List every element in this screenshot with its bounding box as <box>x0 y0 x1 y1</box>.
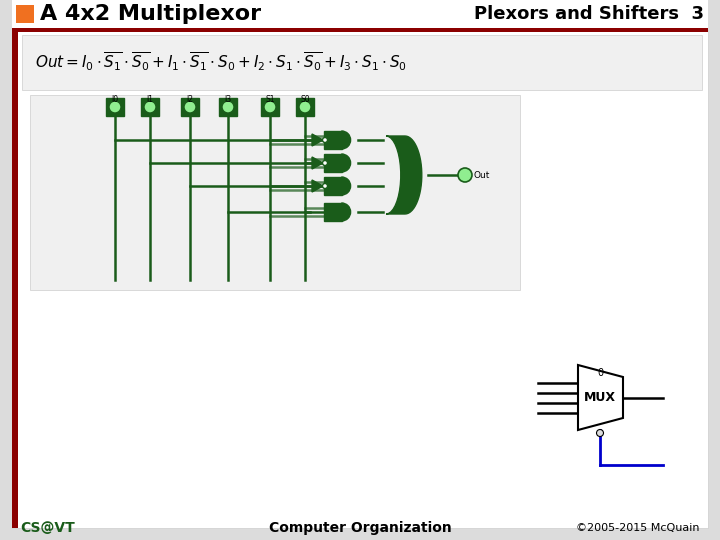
Bar <box>324 177 341 195</box>
Text: Plexors and Shifters  3: Plexors and Shifters 3 <box>474 5 704 23</box>
Circle shape <box>109 101 121 113</box>
Circle shape <box>299 101 311 113</box>
Bar <box>219 98 237 116</box>
Text: I1: I1 <box>146 95 153 104</box>
Circle shape <box>222 101 234 113</box>
Bar <box>181 98 199 116</box>
Bar <box>30 95 520 290</box>
Bar <box>324 203 341 221</box>
Polygon shape <box>312 180 323 192</box>
Circle shape <box>323 138 328 143</box>
Polygon shape <box>312 157 323 169</box>
Bar <box>324 154 341 172</box>
Bar <box>12 28 708 32</box>
Text: S0: S0 <box>300 95 310 104</box>
Text: CS@VT: CS@VT <box>20 521 75 535</box>
Circle shape <box>184 101 196 113</box>
PathPatch shape <box>386 136 422 214</box>
Text: MUX: MUX <box>584 391 616 404</box>
Wedge shape <box>341 177 351 195</box>
Text: $\mathit{Out} = I_0 \cdot \overline{S_1} \cdot \overline{S_0} + I_1 \cdot \overl: $\mathit{Out} = I_0 \cdot \overline{S_1}… <box>35 51 407 73</box>
Bar <box>106 98 124 116</box>
Circle shape <box>596 429 603 436</box>
Text: 0: 0 <box>597 368 603 378</box>
Bar <box>141 98 159 116</box>
Bar <box>296 98 314 116</box>
Wedge shape <box>341 131 351 149</box>
Text: Computer Organization: Computer Organization <box>269 521 451 535</box>
Bar <box>261 98 279 116</box>
Text: I2: I2 <box>186 95 194 104</box>
Bar <box>22 35 702 90</box>
Polygon shape <box>578 365 623 430</box>
Text: A 4x2 Multiplexor: A 4x2 Multiplexor <box>40 4 261 24</box>
Polygon shape <box>312 134 323 146</box>
Circle shape <box>264 101 276 113</box>
Text: I0: I0 <box>112 95 119 104</box>
Circle shape <box>323 184 328 188</box>
Bar <box>12 0 708 30</box>
Wedge shape <box>341 154 351 172</box>
Circle shape <box>458 168 472 182</box>
Text: I3: I3 <box>225 95 232 104</box>
Circle shape <box>144 101 156 113</box>
Bar <box>16 5 34 23</box>
Bar <box>12 30 18 528</box>
Text: S1: S1 <box>265 95 275 104</box>
Wedge shape <box>341 203 351 221</box>
Text: Out: Out <box>474 171 490 179</box>
Circle shape <box>323 160 328 165</box>
Text: ©2005-2015 McQuain: ©2005-2015 McQuain <box>577 523 700 533</box>
Bar <box>324 131 341 149</box>
